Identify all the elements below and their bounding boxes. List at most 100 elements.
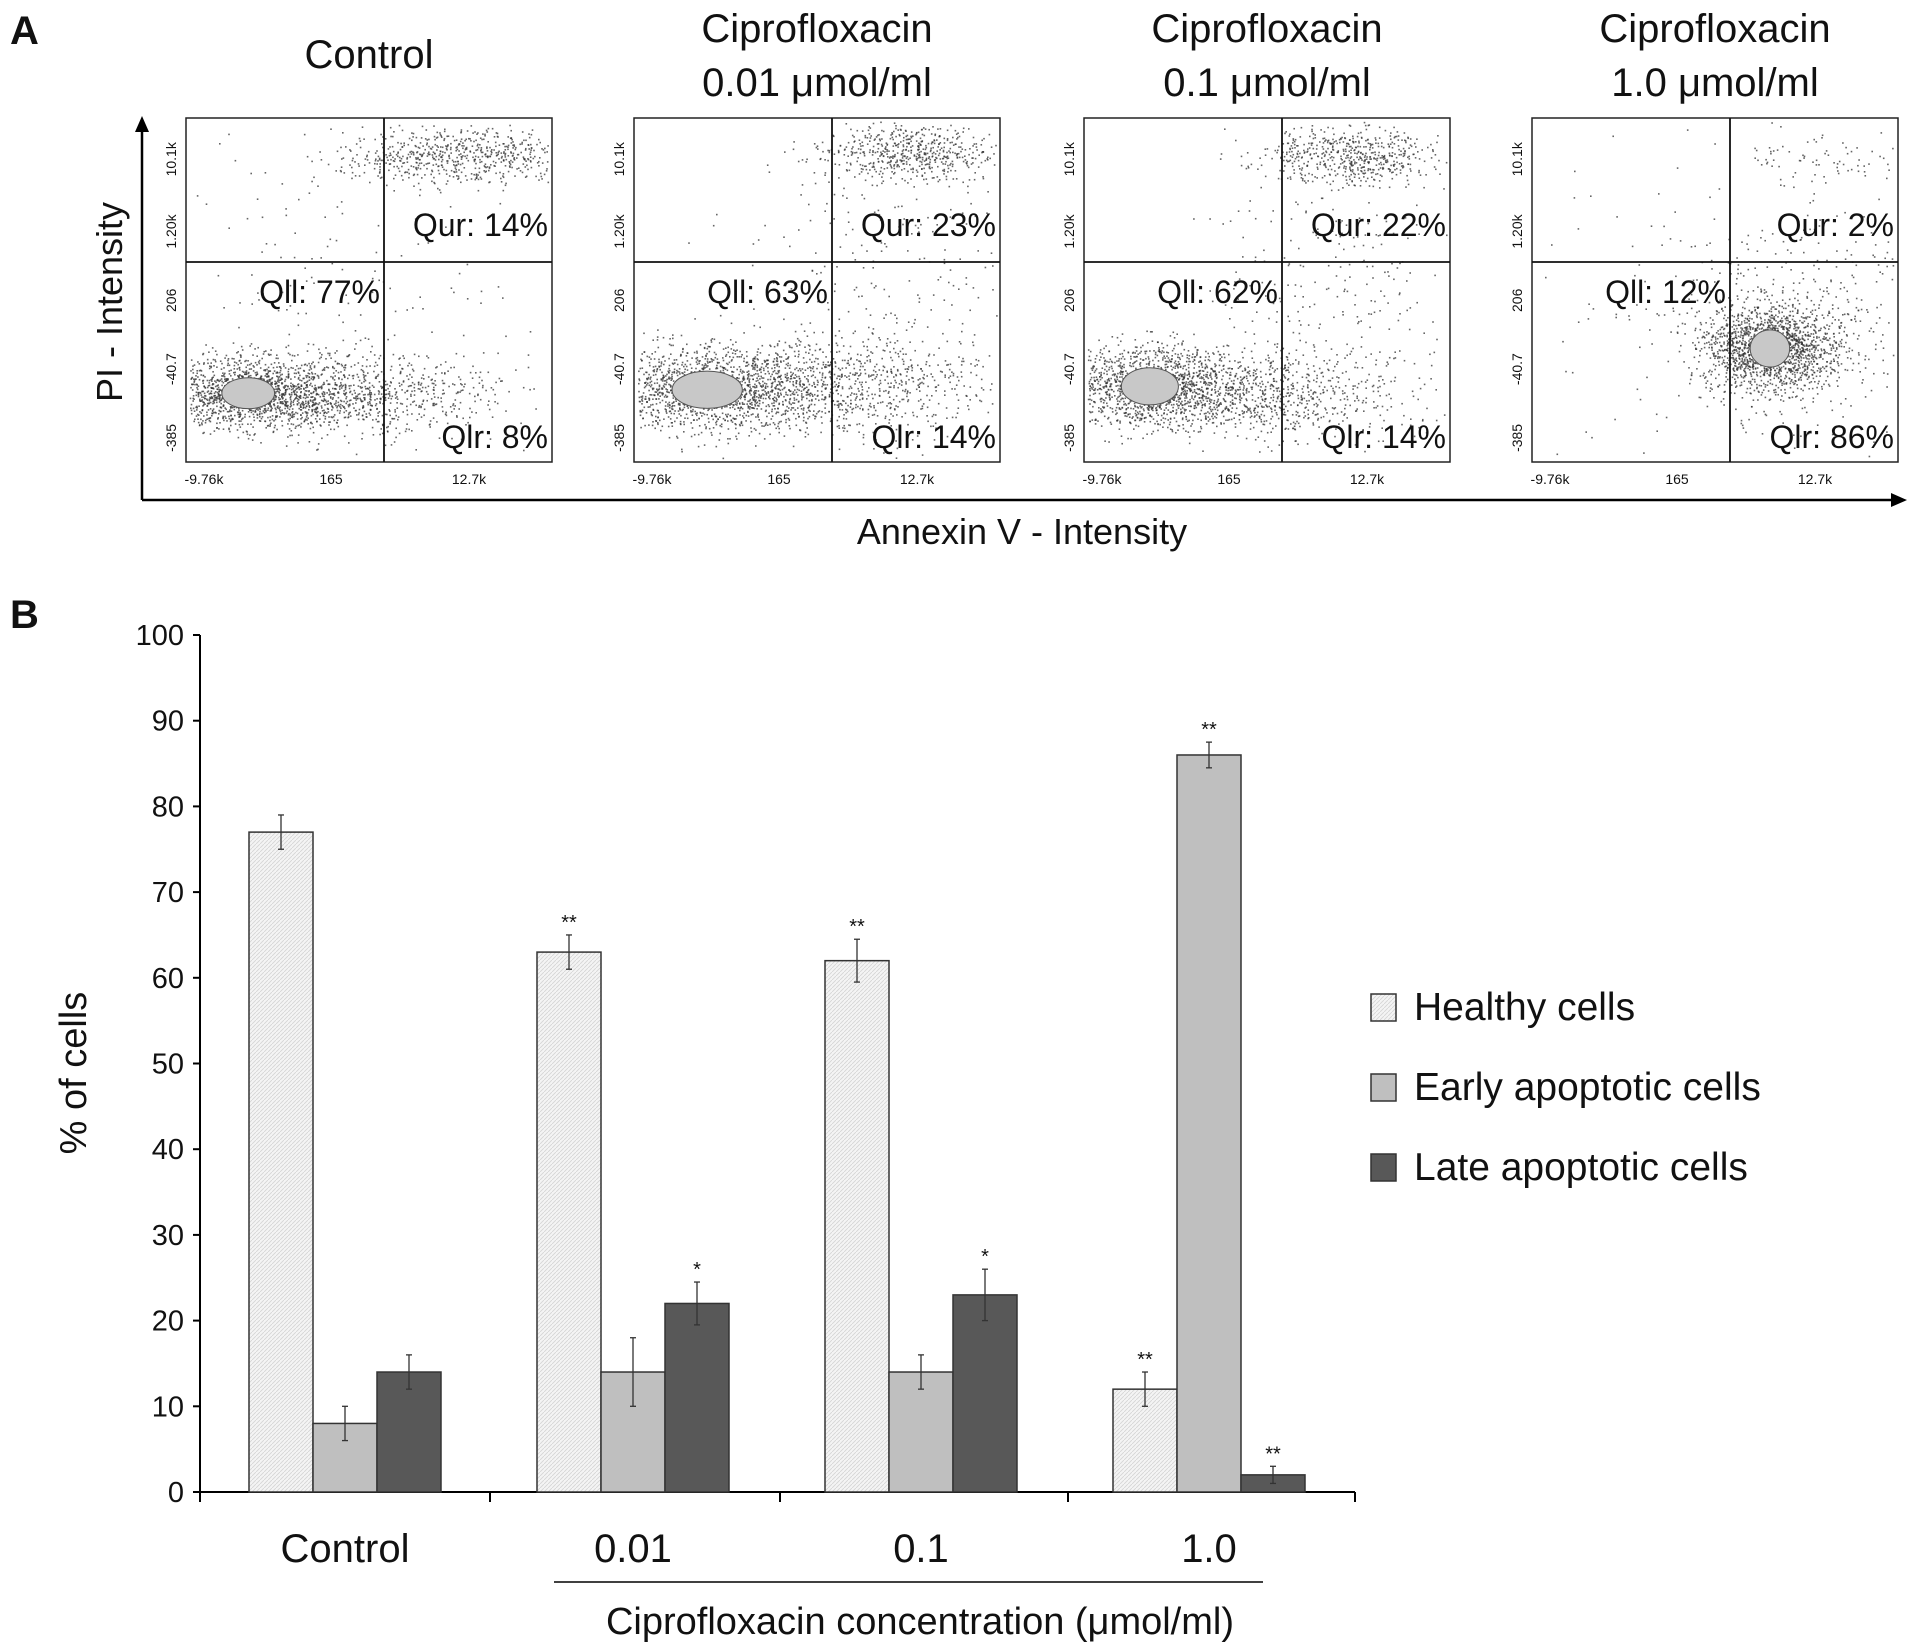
plot-title-line2: 1.0 μmol/ml xyxy=(1611,61,1819,105)
category-label: Control xyxy=(281,1527,410,1571)
y-tick-label: 206 xyxy=(1509,288,1525,312)
flow-plot: Ciprofloxacin 0.1 μmol/ml Qur: 22% Qll: 62%… xyxy=(1061,7,1451,487)
legend-label: Late apoptotic cells xyxy=(1414,1146,1748,1189)
flow-plot: Ciprofloxacin 0.01 μmol/ml Qur: 23% Qll: 63… xyxy=(611,7,1001,487)
y-tick-label: -385 xyxy=(611,424,627,452)
y-tick-label: 10.1k xyxy=(1061,141,1077,176)
legend-swatch xyxy=(1370,993,1397,1022)
annexin-axis-title: Annexin V - Intensity xyxy=(857,511,1187,552)
flow-cytometry-panel: Control Qur: 14% Qll: 77% Qlr: 8% 10.1k 1.20k… xyxy=(163,7,1899,487)
x-tick-label: 12.7k xyxy=(1350,471,1385,487)
y-tick-label: -40.7 xyxy=(163,353,179,385)
y-tick-label: 206 xyxy=(611,288,627,312)
bar-healthy-cells xyxy=(536,951,602,1493)
panel-a-label: A xyxy=(10,9,39,53)
bar-late-apoptotic-cells xyxy=(952,1294,1018,1493)
plot-frame xyxy=(1531,117,1899,463)
category-label: 1.0 xyxy=(1181,1527,1237,1571)
y-tick-label: 50 xyxy=(152,1049,184,1081)
quadrant-lower-right-label: Qlr: 14% xyxy=(1322,419,1446,455)
x-axis-title: Ciprofloxacin concentration (μmol/ml) xyxy=(606,1601,1234,1643)
x-tick-label: 165 xyxy=(1217,471,1241,487)
y-tick-label: 30 xyxy=(152,1220,184,1252)
quadrant-lower-left-label: Qll: 63% xyxy=(707,274,828,310)
quadrant-upper-right-label: Qur: 23% xyxy=(861,207,996,243)
quadrant-lower-left-label: Qll: 62% xyxy=(1157,274,1278,310)
x-tick-label: -9.76k xyxy=(185,471,225,487)
y-tick-label: 100 xyxy=(136,620,184,652)
bar-early-apoptotic-cells xyxy=(1176,754,1242,1493)
flow-plot: Control Qur: 14% Qll: 77% Qlr: 8% 10.1k 1.20k… xyxy=(163,33,553,487)
quadrant-lower-right-label: Qlr: 86% xyxy=(1770,419,1894,455)
y-tick-label: 10.1k xyxy=(163,141,179,176)
density-core xyxy=(1749,329,1791,368)
plot-title-line1: Ciprofloxacin xyxy=(1599,7,1830,51)
density-core xyxy=(671,370,743,409)
y-tick-label: -385 xyxy=(1509,424,1525,452)
bar-healthy-cells xyxy=(248,831,314,1493)
bar-late-apoptotic-cells xyxy=(376,1371,442,1493)
y-tick-label: 10.1k xyxy=(611,141,627,176)
significance-marker: * xyxy=(981,1246,989,1268)
y-tick-label: 1.20k xyxy=(611,213,627,248)
y-tick-label: 90 xyxy=(152,706,184,738)
density-core xyxy=(221,377,276,410)
y-tick-label: 60 xyxy=(152,963,184,995)
quadrant-lower-right-label: Qlr: 14% xyxy=(872,419,996,455)
y-tick-label: -40.7 xyxy=(611,353,627,385)
significance-marker: * xyxy=(693,1259,701,1281)
x-tick-label: -9.76k xyxy=(1531,471,1571,487)
y-tick-label: 1.20k xyxy=(1509,213,1525,248)
flow-plot: Ciprofloxacin 1.0 μmol/ml Qur: 2% Qll: 12% Q… xyxy=(1509,7,1899,487)
x-axis-arrowhead-icon xyxy=(1891,493,1907,507)
y-axis-arrowhead-icon xyxy=(135,116,149,132)
legend-label: Early apoptotic cells xyxy=(1414,1066,1761,1109)
y-tick-label: -40.7 xyxy=(1061,353,1077,385)
significance-marker: ** xyxy=(1137,1349,1153,1371)
bar-healthy-cells xyxy=(824,959,890,1493)
y-tick-label: -40.7 xyxy=(1509,353,1525,385)
y-tick-label: 20 xyxy=(152,1306,184,1338)
quadrant-lower-left-label: Qll: 12% xyxy=(1605,274,1726,310)
panel-b-label: B xyxy=(10,593,39,637)
bar-healthy-cells xyxy=(1112,1388,1178,1493)
plot-title-line1: Ciprofloxacin xyxy=(1151,7,1382,51)
x-tick-label: 12.7k xyxy=(1798,471,1833,487)
x-tick-label: 12.7k xyxy=(900,471,935,487)
y-tick-label: 10 xyxy=(152,1391,184,1423)
plot-title-line1: Ciprofloxacin xyxy=(701,7,932,51)
legend-swatch xyxy=(1370,1153,1397,1182)
significance-marker: ** xyxy=(561,912,577,934)
x-tick-label: 165 xyxy=(319,471,343,487)
category-label: 0.01 xyxy=(594,1527,672,1571)
bar-early-apoptotic-cells xyxy=(888,1371,954,1493)
legend-swatch xyxy=(1370,1073,1397,1102)
y-tick-label: 70 xyxy=(152,877,184,909)
y-tick-label: 206 xyxy=(163,288,179,312)
pi-intensity-axis-title: PI - Intensity xyxy=(89,202,130,402)
plot-title-line2: 0.01 μmol/ml xyxy=(702,61,932,105)
quadrant-upper-right-label: Qur: 2% xyxy=(1777,207,1894,243)
y-axis-title: % of cells xyxy=(53,992,95,1155)
y-tick-label: 206 xyxy=(1061,288,1077,312)
legend-label: Healthy cells xyxy=(1414,986,1635,1029)
y-tick-label: -385 xyxy=(163,424,179,452)
quadrant-upper-right-label: Qur: 14% xyxy=(413,207,548,243)
significance-marker: ** xyxy=(1265,1443,1281,1465)
bar-late-apoptotic-cells xyxy=(664,1302,730,1493)
category-label: 0.1 xyxy=(893,1527,949,1571)
quadrant-lower-right-label: Qlr: 8% xyxy=(441,419,548,455)
y-tick-label: 80 xyxy=(152,791,184,823)
x-tick-label: -9.76k xyxy=(1083,471,1123,487)
y-tick-label: 1.20k xyxy=(163,213,179,248)
y-tick-label: 0 xyxy=(168,1477,184,1509)
x-tick-label: 165 xyxy=(767,471,791,487)
x-tick-label: 165 xyxy=(1665,471,1689,487)
density-core xyxy=(1120,367,1179,406)
significance-marker: ** xyxy=(1201,719,1217,741)
quadrant-lower-left-label: Qll: 77% xyxy=(259,274,380,310)
plot-title-line2: 0.1 μmol/ml xyxy=(1163,61,1371,105)
plot-title: Control xyxy=(305,33,434,77)
